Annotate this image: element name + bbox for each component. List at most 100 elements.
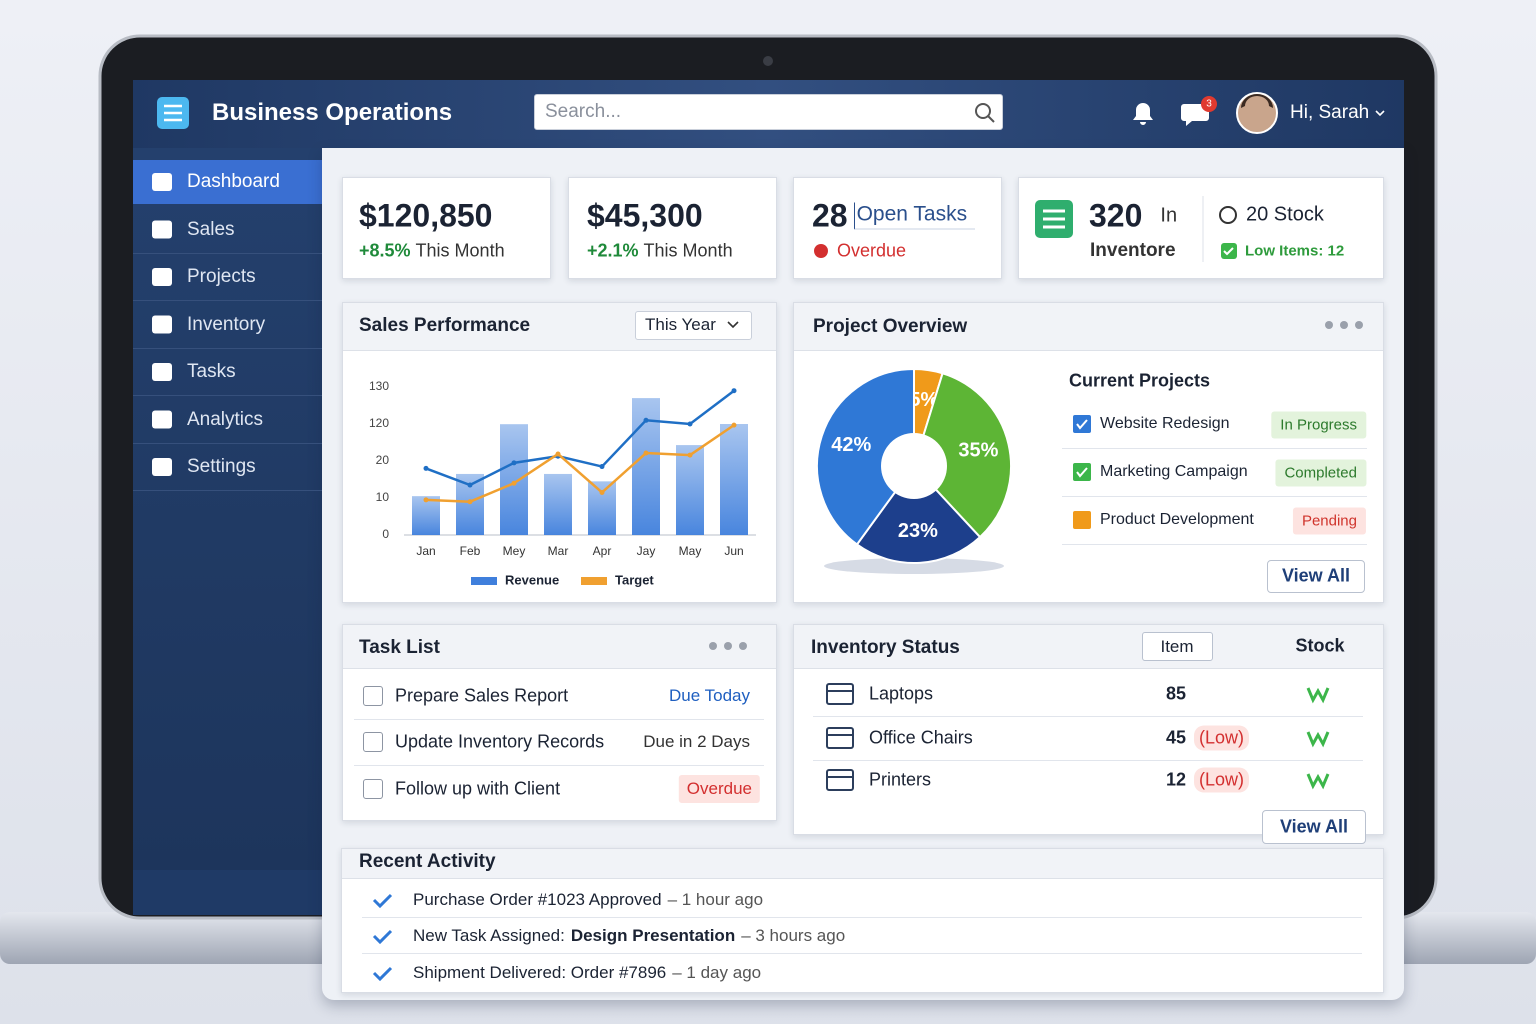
kpi-status: Overdue [837,240,907,261]
button-label[interactable]: View All [1279,816,1349,837]
message-icon[interactable] [1181,104,1209,126]
task-name: Update Inventory Records [395,731,605,752]
kpi-change: +2.1% [587,240,639,261]
low-flag: (Low) [1194,725,1250,751]
user-greeting[interactable]: Hi, Sarah [1290,102,1370,123]
text-row: Overdue [678,775,760,803]
text-row[interactable]: View All [1280,817,1348,838]
text-row[interactable]: Search... [545,101,621,123]
item-qty: 85 [1166,683,1187,704]
text-row: Inventory Status [811,637,960,659]
nav-item[interactable]: Dashboard [187,171,280,192]
task-checkbox[interactable] [363,779,383,799]
point [511,480,517,486]
stock-icon [1306,731,1330,748]
text-row: In Progress [1271,411,1366,439]
search-placeholder[interactable]: Search... [545,101,622,122]
nav-item[interactable]: Inventory [187,313,266,335]
kpi-stock: 20 Stock [1246,203,1324,226]
activity-time: – 1 hour ago [667,890,764,909]
bell-icon[interactable] [1133,103,1153,125]
x-tick-label: Mar [548,544,569,558]
task-due: Overdue [678,775,760,803]
kpi-value: 28 [812,197,848,234]
y-tick-label: 0 [382,527,389,541]
row-divider [362,917,1362,918]
view-all-button[interactable] [1267,560,1365,593]
nav-item[interactable]: Analytics [187,408,264,430]
row-divider [813,716,1363,717]
text-row[interactable]: Analytics [187,409,263,431]
view-all-button[interactable] [1262,810,1366,844]
camera [763,56,773,66]
x-tick-label: Jan [416,544,435,558]
task-name: Follow up with Client [395,778,561,799]
point [467,499,473,505]
text-row[interactable]: Settings [187,456,256,478]
kpi-label: In [1160,204,1178,227]
column-header: Stock [1295,635,1345,656]
point [643,450,649,456]
point [511,460,517,466]
task-checkbox[interactable] [363,732,383,752]
nav-divider [133,490,322,491]
text-row: Completed [1275,459,1366,487]
text-row[interactable]: This Year [645,315,716,335]
text-row: 28 Open Tasks [812,197,976,235]
text-row[interactable]: Sales [187,219,235,241]
text-row[interactable]: Hi, Sarah [1290,102,1369,124]
more-dots[interactable] [709,642,747,650]
nav-divider [133,442,322,444]
text-row[interactable]: Projects [187,266,256,288]
point [423,497,429,503]
dropdown-label[interactable]: This Year [645,315,716,334]
kpi-value: $45,300 [587,197,703,234]
bar [500,424,528,535]
text-row: Follow up with Client [395,779,560,800]
nav-icon [152,410,172,429]
nav-item[interactable]: Settings [187,456,256,477]
kpi-value: 320 [1089,197,1143,234]
nav-item[interactable]: Sales [187,218,235,240]
x-tick-label: Jay [637,544,656,558]
x-tick-label: Feb [460,544,481,558]
search-box[interactable] [534,94,1003,130]
text-row[interactable]: Item [1160,637,1193,657]
inventory-panel [793,624,1384,835]
search-icon[interactable] [975,103,991,119]
avatar[interactable] [1236,92,1278,134]
kpi-period: This Month [643,240,733,261]
column-header[interactable]: Item [1160,637,1194,656]
item-column-button[interactable] [1142,632,1213,661]
legend-swatch [581,577,607,585]
activity-check [372,966,393,982]
text-row: +8.5% This Month [359,241,505,262]
text-row: Website Redesign [1100,415,1230,433]
nav-item[interactable]: Tasks [187,361,236,382]
nav-icon [152,363,172,381]
check-mark [1076,467,1088,478]
text-row[interactable]: Dashboard [187,171,280,193]
point [687,421,693,427]
item-icon [826,683,854,705]
button-label[interactable]: View All [1281,565,1351,586]
status-checkbox [1073,415,1091,433]
task-checkbox[interactable] [363,686,383,706]
text-row[interactable]: Tasks [187,361,236,383]
text-row[interactable]: View All [1282,566,1350,587]
row-divider [1062,448,1367,449]
nav-item[interactable]: Projects [187,266,256,287]
text-row[interactable]: Inventory [187,314,265,336]
text-row: Product Development [1100,511,1254,529]
nav-icon [152,268,172,286]
bar [588,481,616,535]
more-dots[interactable] [1325,321,1363,329]
kpi-card [342,177,551,279]
bar [544,473,572,535]
kpi-change: +8.5% [359,240,411,261]
kpi-label[interactable]: Open Tasks [853,202,976,230]
app-logo-lines [164,104,182,122]
text-row: Update Inventory Records [395,732,604,753]
item-name: Office Chairs [869,727,973,748]
chevron [727,321,739,329]
